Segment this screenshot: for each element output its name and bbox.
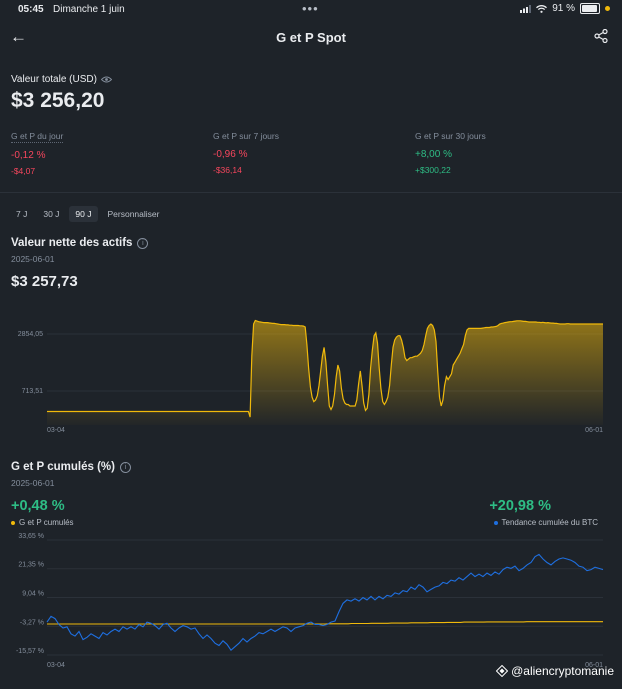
status-bar: 05:45 Dimanche 1 juin ••• 91 % <box>0 0 622 20</box>
stat-label: G et P sur 30 jours <box>415 131 486 141</box>
x-tick-label: 03-04 <box>47 662 65 669</box>
divider <box>0 192 622 193</box>
tab-90-days[interactable]: 90 J <box>69 206 98 222</box>
stat-percent: -0,96 % <box>213 149 248 160</box>
y-tick-label: 2854,05 <box>18 331 43 338</box>
stat-7-days: G et P sur 7 jours -0,96 % -$36,14 <box>213 131 279 175</box>
net-value-date: 2025-06-01 <box>11 254 55 264</box>
stat-30-days: G et P sur 30 jours +8,00 % +$300,22 <box>415 131 486 175</box>
page-header: ← G et P Spot <box>0 24 622 52</box>
total-value: $3 256,20 <box>11 89 105 112</box>
info-icon[interactable]: i <box>137 237 149 249</box>
legend-dot-icon <box>11 520 15 525</box>
y-tick-label: -3,27 % <box>20 619 44 626</box>
multitask-dots-icon[interactable]: ••• <box>302 1 319 16</box>
y-tick-label: -15,57 % <box>16 648 44 655</box>
stat-daily: G et P du jour -0,12 % -$4,07 <box>11 131 64 176</box>
total-value-label-text: Valeur totale (USD) <box>11 74 97 85</box>
y-tick-label: 713,51 <box>22 388 44 395</box>
total-value-label: Valeur totale (USD) <box>11 74 112 85</box>
legend-btc: Tendance cumulée du BTC <box>493 518 599 527</box>
y-tick-label: 21,35 % <box>18 562 44 569</box>
pnl-own-line <box>47 621 603 625</box>
status-time: 05:45 <box>18 4 44 15</box>
stat-amount: -$4,07 <box>11 166 36 176</box>
legend-dot-icon <box>493 520 498 525</box>
net-value-line <box>47 319 603 418</box>
share-icon[interactable] <box>594 29 608 43</box>
stat-label: G et P sur 7 jours <box>213 131 279 141</box>
wifi-icon <box>536 4 548 13</box>
tab-30-days[interactable]: 30 J <box>43 209 60 219</box>
pnl-title-text: G et P cumulés (%) <box>11 461 115 473</box>
pnl-date: 2025-06-01 <box>11 478 55 488</box>
stat-amount: +$300,22 <box>415 165 451 175</box>
pnl-chart[interactable]: 33,65 % 21,35 % 9,04 % -3,27 % -15,57 % 03-0… <box>0 530 622 670</box>
info-icon[interactable]: i <box>119 461 131 473</box>
eye-icon[interactable] <box>100 76 112 83</box>
pnl-btc-percent: +20,98 % <box>489 498 551 514</box>
stat-amount: -$36,14 <box>213 165 242 175</box>
legend-own: G et P cumulés <box>11 518 74 527</box>
net-value-title: Valeur nette des actifs i <box>11 237 149 249</box>
stat-percent: -0,12 % <box>11 150 46 161</box>
legend-label: Tendance cumulée du BTC <box>501 518 599 527</box>
pnl-title: G et P cumulés (%) i <box>11 461 131 473</box>
watermark-text: @aliencryptomanie <box>511 664 614 678</box>
tab-custom[interactable]: Personnaliser <box>107 209 160 219</box>
stat-label[interactable]: G et P du jour <box>11 131 64 143</box>
battery-percent: 91 % <box>552 3 575 14</box>
net-value-area <box>47 320 603 425</box>
recording-dot-icon <box>605 6 610 11</box>
y-tick-label: 33,65 % <box>18 533 44 540</box>
pnl-btc-line <box>46 553 604 652</box>
page-title: G et P Spot <box>276 30 346 45</box>
tab-7-days[interactable]: 7 J <box>16 209 28 219</box>
x-tick-label: 03-04 <box>47 427 65 434</box>
x-tick-label: 06-01 <box>585 662 603 669</box>
y-tick-label: 9,04 % <box>22 591 44 598</box>
signal-icon <box>520 4 532 13</box>
pnl-own-percent: +0,48 % <box>11 498 65 514</box>
watermark: @aliencryptomanie <box>496 664 614 678</box>
back-arrow-icon[interactable]: ← <box>10 27 27 46</box>
legend-label: G et P cumulés <box>19 518 74 527</box>
range-tabs: 7 J 30 J 90 J Personnaliser <box>10 206 165 222</box>
status-indicators: 91 % <box>520 3 610 14</box>
net-value-chart[interactable]: 2854,05 713,51 03-04 06-01 <box>0 300 622 440</box>
battery-icon <box>580 3 600 14</box>
x-tick-label: 06-01 <box>585 427 603 434</box>
net-value-amount: $3 257,73 <box>11 273 78 290</box>
stat-percent: +8,00 % <box>415 149 452 160</box>
diamond-logo-icon <box>496 665 509 677</box>
status-date: Dimanche 1 juin <box>53 4 125 15</box>
net-value-title-text: Valeur nette des actifs <box>11 237 133 249</box>
